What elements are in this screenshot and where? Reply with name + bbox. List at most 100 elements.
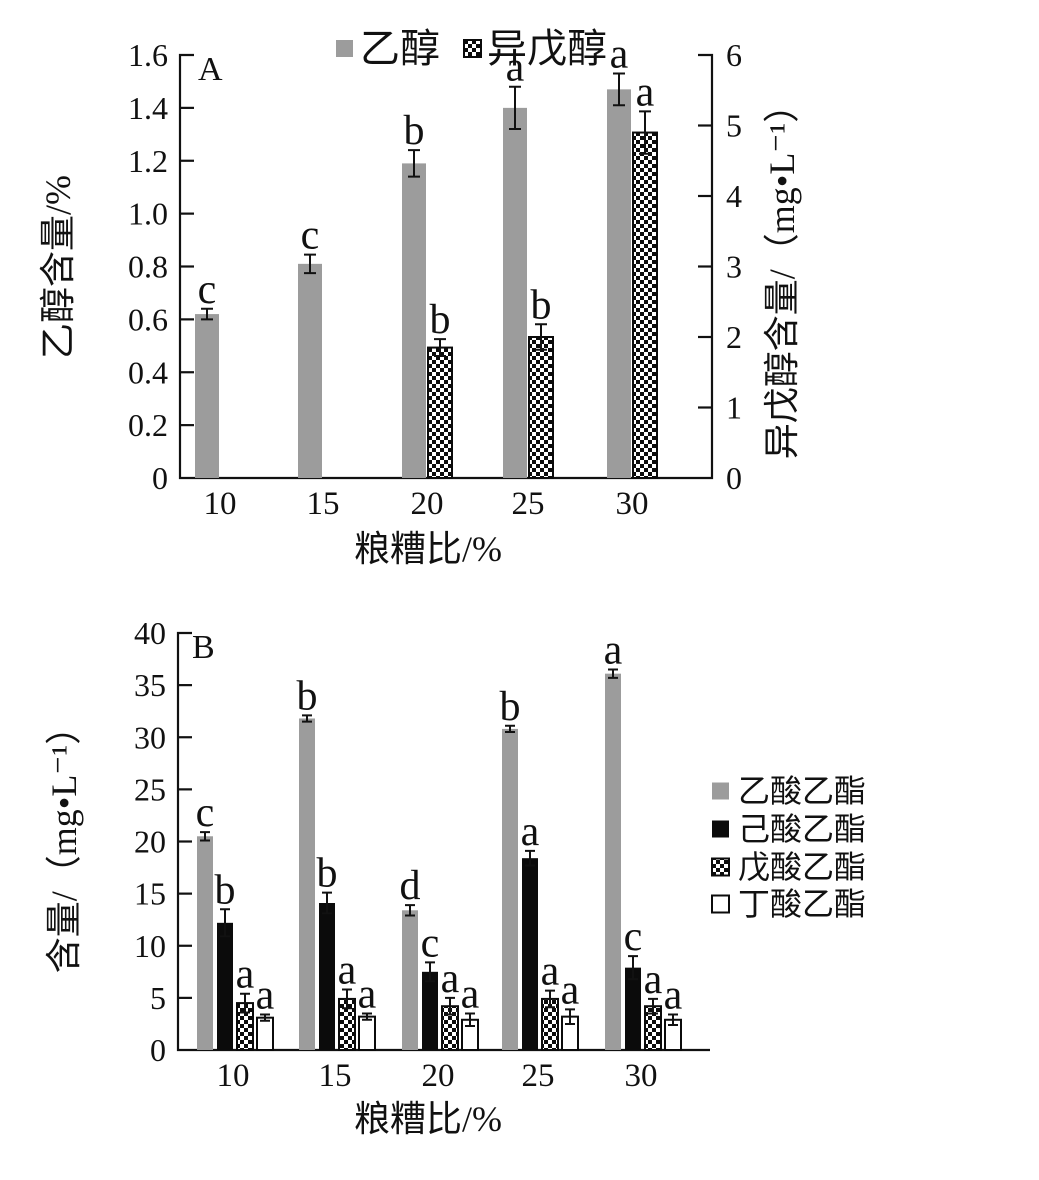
panel-label: B bbox=[192, 629, 215, 666]
y-axis-tick-label: 15 bbox=[134, 876, 166, 912]
significance-letter: a bbox=[561, 967, 580, 1013]
significance-letter: a bbox=[664, 973, 683, 1019]
error-bar bbox=[408, 149, 420, 178]
significance-letter: b bbox=[297, 673, 318, 719]
error-bar bbox=[505, 724, 515, 734]
error-bar bbox=[405, 904, 415, 917]
bar bbox=[217, 922, 233, 1050]
significance-letter: b bbox=[215, 867, 236, 913]
right-y-axis-tick-label: 1 bbox=[726, 390, 742, 426]
right-y-axis-tick-label: 2 bbox=[726, 319, 742, 355]
error-bar bbox=[220, 908, 230, 938]
bar bbox=[298, 263, 322, 478]
y-axis-tick-label: 1.2 bbox=[128, 143, 168, 179]
right-y-axis-tick-label: 0 bbox=[726, 460, 742, 496]
y-axis-tick-label: 10 bbox=[134, 928, 166, 964]
error-bar bbox=[434, 338, 446, 358]
significance-letter: a bbox=[338, 948, 357, 994]
error-bar bbox=[260, 1013, 270, 1022]
significance-letter: c bbox=[198, 267, 217, 313]
error-bar bbox=[302, 714, 312, 723]
bar bbox=[503, 107, 527, 478]
x-axis-tick-label: 25 bbox=[512, 486, 545, 522]
significance-letter: a bbox=[236, 952, 255, 998]
panel-label: A bbox=[198, 51, 223, 88]
error-bar bbox=[200, 831, 210, 842]
bar bbox=[358, 1015, 376, 1052]
error-bar bbox=[425, 961, 435, 983]
y-axis-tick-label: 5 bbox=[150, 980, 166, 1016]
bar bbox=[402, 910, 418, 1050]
bar bbox=[197, 836, 213, 1050]
bar bbox=[256, 1016, 274, 1051]
error-bar bbox=[565, 1008, 575, 1025]
error-bar bbox=[465, 1012, 475, 1028]
bar bbox=[625, 967, 641, 1050]
x-axis-tick-label: 25 bbox=[522, 1058, 555, 1094]
legend-label: 丁酸乙酯 bbox=[738, 886, 866, 922]
right-y-axis-tick-label: 5 bbox=[726, 108, 742, 144]
legend-label: 乙酸乙酯 bbox=[738, 773, 866, 809]
significance-letter: d bbox=[400, 863, 421, 909]
y-axis-tick-label: 30 bbox=[134, 719, 166, 755]
significance-letter: a bbox=[521, 809, 540, 855]
right-y-axis-tick-label: 4 bbox=[726, 178, 742, 214]
significance-letter: a bbox=[541, 949, 560, 995]
bar bbox=[402, 163, 426, 479]
y-axis-tick-label: 0.4 bbox=[128, 354, 168, 390]
error-bar bbox=[639, 110, 651, 155]
y-axis-tick-label: 20 bbox=[134, 824, 166, 860]
significance-letter: c bbox=[624, 914, 643, 960]
significance-letter: a bbox=[610, 32, 629, 78]
significance-letter: b bbox=[531, 282, 552, 328]
y-axis-tick-label: 0 bbox=[152, 460, 168, 496]
significance-letter: a bbox=[256, 973, 275, 1019]
legend: 乙醇 异戊醇 bbox=[336, 26, 607, 71]
legend-label: 异戊醇 bbox=[487, 26, 607, 71]
x-axis-tick-label: 10 bbox=[217, 1058, 250, 1094]
y-axis-tick-label: 0.8 bbox=[128, 249, 168, 285]
significance-letter: c bbox=[301, 213, 320, 259]
significance-letter: a bbox=[636, 69, 655, 115]
error-bar bbox=[362, 1012, 372, 1021]
y-axis-title: 乙醇含量/% bbox=[38, 175, 78, 359]
x-axis-tick-label: 30 bbox=[616, 486, 649, 522]
right-y-axis-tick-label: 6 bbox=[726, 37, 742, 73]
significance-letter: a bbox=[461, 972, 480, 1018]
legend-swatch bbox=[711, 894, 730, 914]
x-axis-tick-label: 15 bbox=[307, 486, 340, 522]
error-bar bbox=[613, 72, 625, 107]
y-axis-tick-label: 25 bbox=[134, 771, 166, 807]
significance-letter: b bbox=[500, 684, 521, 730]
error-bar bbox=[240, 992, 250, 1014]
significance-letter: b bbox=[404, 108, 425, 154]
error-bar bbox=[201, 307, 213, 321]
significance-letter: b bbox=[317, 851, 338, 897]
significance-letter: b bbox=[430, 297, 451, 343]
bar bbox=[522, 858, 538, 1050]
bar bbox=[319, 903, 335, 1050]
legend-swatch bbox=[336, 40, 353, 57]
error-bar bbox=[445, 996, 455, 1016]
y-axis-tick-label: 1.4 bbox=[128, 90, 168, 126]
y-axis-tick-label: 0 bbox=[150, 1032, 166, 1068]
legend-swatch bbox=[712, 820, 729, 838]
significance-letter: a bbox=[604, 627, 623, 673]
bar bbox=[605, 673, 621, 1050]
x-axis-tick-label: 30 bbox=[625, 1058, 658, 1094]
panel-a: 0 0.2 0.4 0.6 0.8 1.0 1.2 1.4 1.6 0 1 2 3 4 5 6 异戊醇含量/（m… bbox=[38, 26, 802, 569]
legend-label: 戊酸乙酯 bbox=[738, 849, 866, 885]
significance-letter: a bbox=[358, 972, 377, 1018]
y-axis-tick-label: 0.6 bbox=[128, 301, 168, 337]
significance-letter: a bbox=[441, 956, 460, 1002]
error-bar bbox=[668, 1013, 678, 1026]
error-bar bbox=[535, 323, 547, 351]
error-bar bbox=[608, 668, 618, 679]
bar bbox=[632, 131, 658, 480]
significance-letter: a bbox=[506, 45, 525, 91]
y-axis-title: 含量/（mg•L⁻¹） bbox=[44, 709, 84, 973]
error-bar bbox=[509, 85, 521, 131]
